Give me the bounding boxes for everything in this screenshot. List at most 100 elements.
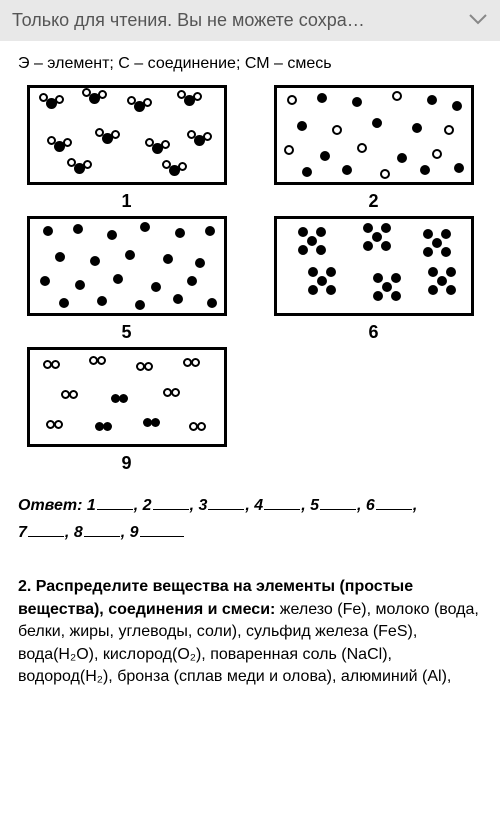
atom-filled [316,227,326,237]
atom-open [332,125,342,135]
atom-open [144,362,153,371]
atom-open [69,390,78,399]
atom-filled [432,238,442,248]
atom-filled [40,276,50,286]
diagram-label: 6 [368,322,378,343]
atom-filled [441,247,451,257]
atom-filled [205,226,215,236]
atom-filled [373,291,383,301]
answer-blank-9 [140,521,184,537]
atom-open [432,149,442,159]
atom-open [54,420,63,429]
atom-filled [307,236,317,246]
atom-filled [173,294,183,304]
diagram-label: 2 [368,191,378,212]
diagram-cell-1: 1 [18,85,235,212]
atom-filled [73,224,83,234]
atom-filled [317,93,327,103]
atom-filled [382,282,392,292]
atom-filled [423,247,433,257]
atom-filled [308,285,318,295]
atom-filled [308,267,318,277]
atom-filled [446,285,456,295]
page-content: Э – элемент; С – соединение; СМ – смесь … [0,41,500,702]
atom-filled [381,223,391,233]
diagram-cell-2: 2 [265,85,482,212]
answer-blank-3 [208,494,244,510]
atom-open [97,356,106,365]
atom-filled [441,229,451,239]
atom-open [191,358,200,367]
atom-filled [397,153,407,163]
atom-open [178,162,187,171]
atom-filled [427,95,437,105]
atom-filled [119,394,128,403]
diagram-label: 9 [121,453,131,474]
atom-filled [412,123,422,133]
atom-filled [373,273,383,283]
atom-open [51,360,60,369]
atom-filled [381,241,391,251]
atom-open [111,130,120,139]
atom-open [444,125,454,135]
chevron-down-icon[interactable] [468,12,488,30]
atom-filled [452,101,462,111]
question-2: 2. Распределите вещества на элементы (пр… [18,576,482,688]
diagram-box-2 [274,85,474,185]
atom-filled [113,274,123,284]
atom-open [83,160,92,169]
atom-filled [342,165,352,175]
diagram-grid: 1 2 5 6 9 [18,85,482,474]
answer-block: Ответ: 1, 2, 3, 4, 5, 6, 7, 8, 9 [18,492,482,546]
atom-open [203,132,212,141]
atom-filled [391,291,401,301]
atom-filled [59,298,69,308]
atom-filled [103,422,112,431]
diagram-box-9 [27,347,227,447]
legend-text: Э – элемент; С – соединение; СМ – смесь [18,55,482,73]
diagram-box-6 [274,216,474,316]
atom-open [287,95,297,105]
atom-filled [423,229,433,239]
readonly-text: Только для чтения. Вы не можете сохра… [12,10,365,31]
atom-filled [428,267,438,277]
atom-filled [297,121,307,131]
atom-filled [75,280,85,290]
atom-filled [372,232,382,242]
atom-filled [316,245,326,255]
atom-filled [363,223,373,233]
atom-filled [326,285,336,295]
atom-filled [363,241,373,251]
atom-filled [454,163,464,173]
diagram-cell-6: 6 [265,216,482,343]
atom-open [284,145,294,155]
atom-filled [446,267,456,277]
atom-filled [163,254,173,264]
answer-blank-7 [28,521,64,537]
answer-blank-8 [84,521,120,537]
atom-filled [107,230,117,240]
diagram-label: 5 [121,322,131,343]
atom-filled [326,267,336,277]
atom-filled [437,276,447,286]
diagram-cell-9: 9 [18,347,235,474]
atom-filled [55,252,65,262]
atom-open [98,90,107,99]
answer-blank-1 [97,494,133,510]
answer-blank-6 [376,494,412,510]
atom-filled [420,165,430,175]
atom-open [193,92,202,101]
atom-open [392,91,402,101]
atom-filled [317,276,327,286]
atom-filled [135,300,145,310]
atom-filled [151,282,161,292]
atom-filled [428,285,438,295]
atom-open [171,388,180,397]
atom-open [161,140,170,149]
atom-filled [207,298,217,308]
answer-blank-2 [153,494,189,510]
readonly-banner: Только для чтения. Вы не можете сохра… [0,0,500,41]
answer-blank-4 [264,494,300,510]
atom-filled [187,276,197,286]
answer-blank-5 [320,494,356,510]
